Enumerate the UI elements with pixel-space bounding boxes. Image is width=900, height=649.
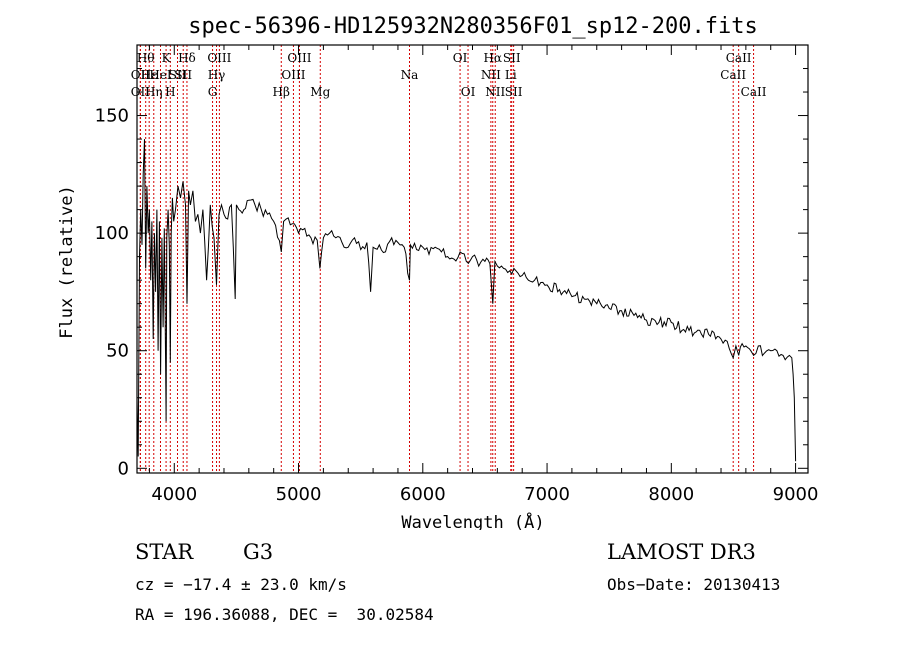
object-class: STAR [135, 540, 194, 564]
plot-frame [136, 44, 809, 474]
line-label-18: Na [401, 68, 419, 82]
line-label-2: Hθ [137, 51, 155, 65]
line-label-19: OI [453, 51, 468, 65]
line-label-9: Hδ [178, 51, 196, 65]
x-axis-ticks: 4000 5000 6000 7000 8000 9000 [148, 45, 819, 505]
line-label-3: Hε [141, 68, 158, 82]
x-tick-label: 6000 [400, 484, 446, 505]
line-label-23: NII [485, 85, 505, 99]
x-axis-label: Wavelength (Å) [401, 511, 544, 530]
line-label-12: Hγ [208, 68, 226, 82]
line-label-24: Li [505, 68, 517, 82]
y-tick-label: 0 [118, 458, 129, 479]
line-label-27: CaII [720, 68, 746, 82]
x-tick-label: 9000 [773, 484, 819, 505]
spectral-line-markers [139, 45, 755, 473]
coordinates: RA = 196.36088, DEC = 30.02584 [135, 605, 434, 624]
line-label-16: OIII [287, 51, 311, 65]
line-label-29: CaII [741, 85, 767, 99]
survey-name: LAMOST DR3 [607, 540, 756, 564]
line-label-20: OI [461, 85, 476, 99]
line-label-10: SII [174, 68, 192, 82]
line-label-0: OII [131, 68, 151, 82]
chart-title: spec-56396-HD125932N280356F01_sp12-200.f… [188, 14, 758, 39]
y-tick-label: 100 [95, 223, 129, 244]
line-label-11: G [208, 85, 218, 99]
y-axis-ticks: 0 50 100 150 [95, 68, 808, 479]
line-label-14: Hβ [273, 85, 290, 99]
obs-date: Obs−Date: 20130413 [607, 575, 781, 594]
y-tick-label: 150 [95, 106, 129, 127]
line-label-25: SII [503, 51, 521, 65]
line-label-8: SII [169, 68, 187, 82]
x-tick-label: 5000 [276, 484, 322, 505]
object-subclass: G3 [243, 540, 274, 564]
line-label-7: H [165, 85, 175, 99]
y-tick-label: 50 [106, 341, 129, 362]
spectral-line-labels: OIIOIIHθHεHηHeIKHSIIHδSIIGHγOIIIHβOIIIOI… [131, 51, 767, 99]
line-label-17: Mg [310, 85, 330, 99]
x-tick-label: 4000 [151, 484, 197, 505]
line-label-28: CaII [726, 51, 752, 65]
line-label-22: Hα [483, 51, 502, 65]
x-tick-label: 8000 [648, 484, 694, 505]
line-label-15: OIII [281, 68, 305, 82]
line-label-4: Hη [145, 85, 163, 99]
spectrum-line [136, 139, 797, 462]
y-axis-label: Flux (relative) [57, 185, 77, 339]
spectrum-chart: spec-56396-HD125932N280356F01_sp12-200.f… [57, 14, 819, 530]
line-label-13: OIII [207, 51, 231, 65]
line-label-6: K [162, 51, 172, 65]
redshift-text: cz = −17.4 ± 23.0 km/s [135, 575, 347, 594]
line-label-26: SII [505, 85, 523, 99]
line-label-21: NII [481, 68, 501, 82]
line-label-5: HeI [149, 68, 172, 82]
x-tick-label: 7000 [524, 484, 570, 505]
